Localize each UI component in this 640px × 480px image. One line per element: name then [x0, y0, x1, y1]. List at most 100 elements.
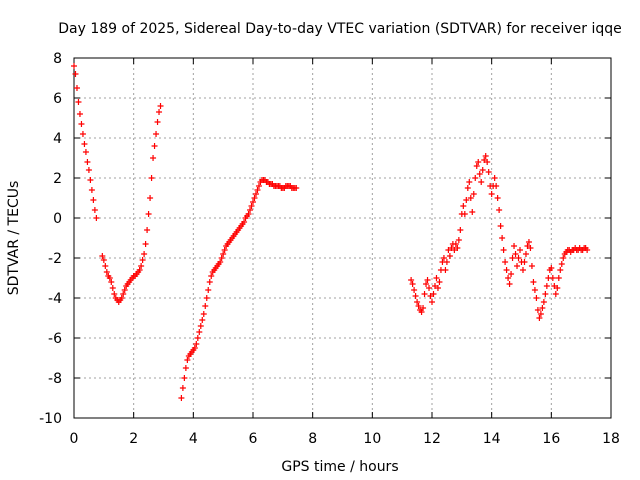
data-points: 0, 7.6 0.05, 7.2 0.1, 6.5 0.15, 5.8 0.2, 5.2… — [71, 63, 591, 401]
data-point: 12.6, -1.9 — [446, 253, 453, 259]
data-point: 13.5, 2.6 — [473, 163, 480, 169]
x-tick-label: 14 — [483, 431, 501, 447]
y-tick-label: -10 — [39, 411, 62, 427]
series-pass-4: 11.3, -3.111.35, -3.311.4, -3.611.45, -3… — [408, 153, 591, 321]
data-point: 6, 0.8 — [250, 199, 256, 205]
x-tick-label: 2 — [129, 431, 138, 447]
data-point: 13.1, 0.2 — [461, 211, 468, 217]
data-point: 16.05, -3 — [549, 275, 556, 281]
data-point: 0, 7.6 — [71, 63, 77, 69]
data-point: 14.55, -3 — [505, 275, 512, 281]
data-point: 1.7, -3.6 — [121, 287, 128, 293]
data-point: 16, -2.5 — [548, 265, 555, 271]
data-point: 12.4, -2 — [440, 255, 447, 261]
data-point: 13.6, 2.2 — [476, 171, 483, 177]
chart-title: Day 189 of 2025, Sidereal Day-to-day VTE… — [58, 21, 622, 37]
data-point: 12, -4.2 — [429, 299, 435, 305]
data-point: 13.4, 1.2 — [470, 191, 477, 197]
data-point: 6.15, 1.4 — [254, 187, 261, 193]
data-point: 7.45, 1.5 — [293, 185, 300, 191]
data-point: 4.45, -4 — [203, 295, 210, 301]
data-point: 12.25, -3.2 — [436, 279, 443, 285]
data-point: 14.8, -1.8 — [512, 251, 519, 257]
data-point: 15.85, -3.4 — [543, 283, 550, 289]
data-point: 16.15, -3.8 — [552, 291, 559, 297]
y-tick-label: 6 — [53, 91, 62, 107]
data-point: 4.6, -2.9 — [208, 273, 215, 279]
data-point: 0.35, 3.7 — [81, 141, 88, 147]
series-pass-3: 3.6, -9 3.65, -8.5 3.7, -8 3.75, -7.5 3.8, -… — [178, 177, 300, 401]
data-point: 12.8, -1.3 — [452, 241, 459, 247]
data-point: 11.3, -3.1 — [408, 277, 415, 283]
data-point: 15.35, -2.4 — [528, 263, 535, 269]
data-point: 3.75, -7.5 — [182, 365, 189, 371]
data-point: 11.7, -4.5 — [420, 305, 427, 311]
series-pass-2: 0.95, -1.91, -2.11.05, -2.41.1, -2.71.15… — [99, 103, 164, 305]
data-point: 5, -1.8 — [220, 251, 227, 257]
data-point: 1.65, -3.8 — [120, 291, 127, 297]
data-point: 2.5, 0.2 — [145, 211, 152, 217]
data-point: 16.3, -2.6 — [557, 267, 564, 273]
data-point: 1.25, -3.2 — [108, 279, 115, 285]
data-point: 3.65, -8.5 — [179, 385, 186, 391]
data-point: 2.6, 2 — [148, 175, 155, 181]
data-point: 2.75, 4.2 — [153, 131, 160, 137]
data-point: 13.2, 1.5 — [464, 185, 471, 191]
data-point: 12.45, -2.6 — [442, 267, 449, 273]
data-point: 0.7, 0.4 — [91, 207, 98, 213]
data-point: 12.2, -3.5 — [434, 285, 441, 291]
axis-ticks: 0 2 4 6 8 10 12 14 16 18 -10 -8 -6 -4 -2 0 2 4 6 8 — [39, 51, 620, 447]
data-point: 14.95, -1.6 — [517, 247, 524, 253]
data-point: 15.1, -2.2 — [521, 259, 528, 265]
plot-frame — [73, 57, 612, 419]
x-tick-label: 4 — [189, 431, 198, 447]
data-point: 16.4, -2 — [560, 255, 567, 261]
x-tick-label: 18 — [602, 431, 620, 447]
data-point: 14.45, -2.2 — [502, 259, 509, 265]
data-point: 5.05, -1.6 — [221, 247, 228, 253]
data-point: 4.5, -3.6 — [205, 287, 212, 293]
x-tick-label: 16 — [542, 431, 560, 447]
data-point: 4.35, -4.8 — [200, 311, 207, 317]
data-point: 17.2, -1.6 — [584, 247, 591, 253]
data-point: 11.35, -3.3 — [409, 281, 416, 287]
data-point: 13.15, 0.9 — [463, 197, 470, 203]
data-point: 0.2, 5.2 — [76, 111, 83, 117]
data-point: 13.3, 1 — [467, 195, 474, 201]
y-tick-label: 0 — [53, 211, 62, 227]
data-point: 4.05, -6.5 — [191, 345, 198, 351]
data-point: 13.45, 2 — [472, 175, 479, 181]
data-point: 0.5, 2.4 — [85, 167, 92, 173]
x-axis-label: GPS time / hours — [281, 459, 398, 475]
data-point: 14.3, -0.4 — [497, 223, 504, 229]
y-axis-label: SDTVAR / TECUs — [6, 181, 22, 296]
data-point: 11.8, -3.3 — [423, 281, 430, 287]
data-point: 11.4, -3.6 — [411, 287, 418, 293]
data-point: 12.05, -3.8 — [430, 291, 437, 297]
data-point: 2.65, 3 — [150, 155, 157, 161]
data-point: 4.25, -5.4 — [197, 323, 204, 329]
data-point: 4.9, -2.2 — [217, 259, 224, 265]
data-point: 11.75, -3.8 — [421, 291, 428, 297]
data-point: 0.25, 4.7 — [78, 121, 85, 127]
data-point: 1.6, -4 — [118, 295, 125, 301]
data-point: 14.85, -2.4 — [514, 263, 521, 269]
data-point: 2.9, 5.6 — [157, 103, 164, 109]
data-point: 0.1, 6.5 — [73, 85, 80, 91]
data-point: 4.4, -4.4 — [202, 303, 209, 309]
data-point: 13.35, 0.3 — [469, 209, 476, 215]
series-pass-1: 0, 7.6 0.05, 7.2 0.1, 6.5 0.15, 5.8 0.2, 5.2… — [71, 63, 100, 221]
data-point: 3.6, -9 — [178, 395, 185, 401]
data-point: 4.55, -3.2 — [206, 279, 213, 285]
data-point: 4.1, -6.3 — [193, 341, 200, 347]
data-point: 0.95, -1.9 — [99, 253, 106, 259]
data-point: 0.6, 1.4 — [88, 187, 95, 193]
data-point: 16.2, -3.5 — [554, 285, 561, 291]
data-point: 1.3, -3.5 — [109, 285, 116, 291]
data-point: 15.7, -4.5 — [539, 305, 546, 311]
data-point: 14.6, -3.3 — [506, 281, 513, 287]
data-point: 0.45, 2.8 — [84, 159, 91, 165]
data-point: 12.5, -2.2 — [443, 259, 450, 265]
